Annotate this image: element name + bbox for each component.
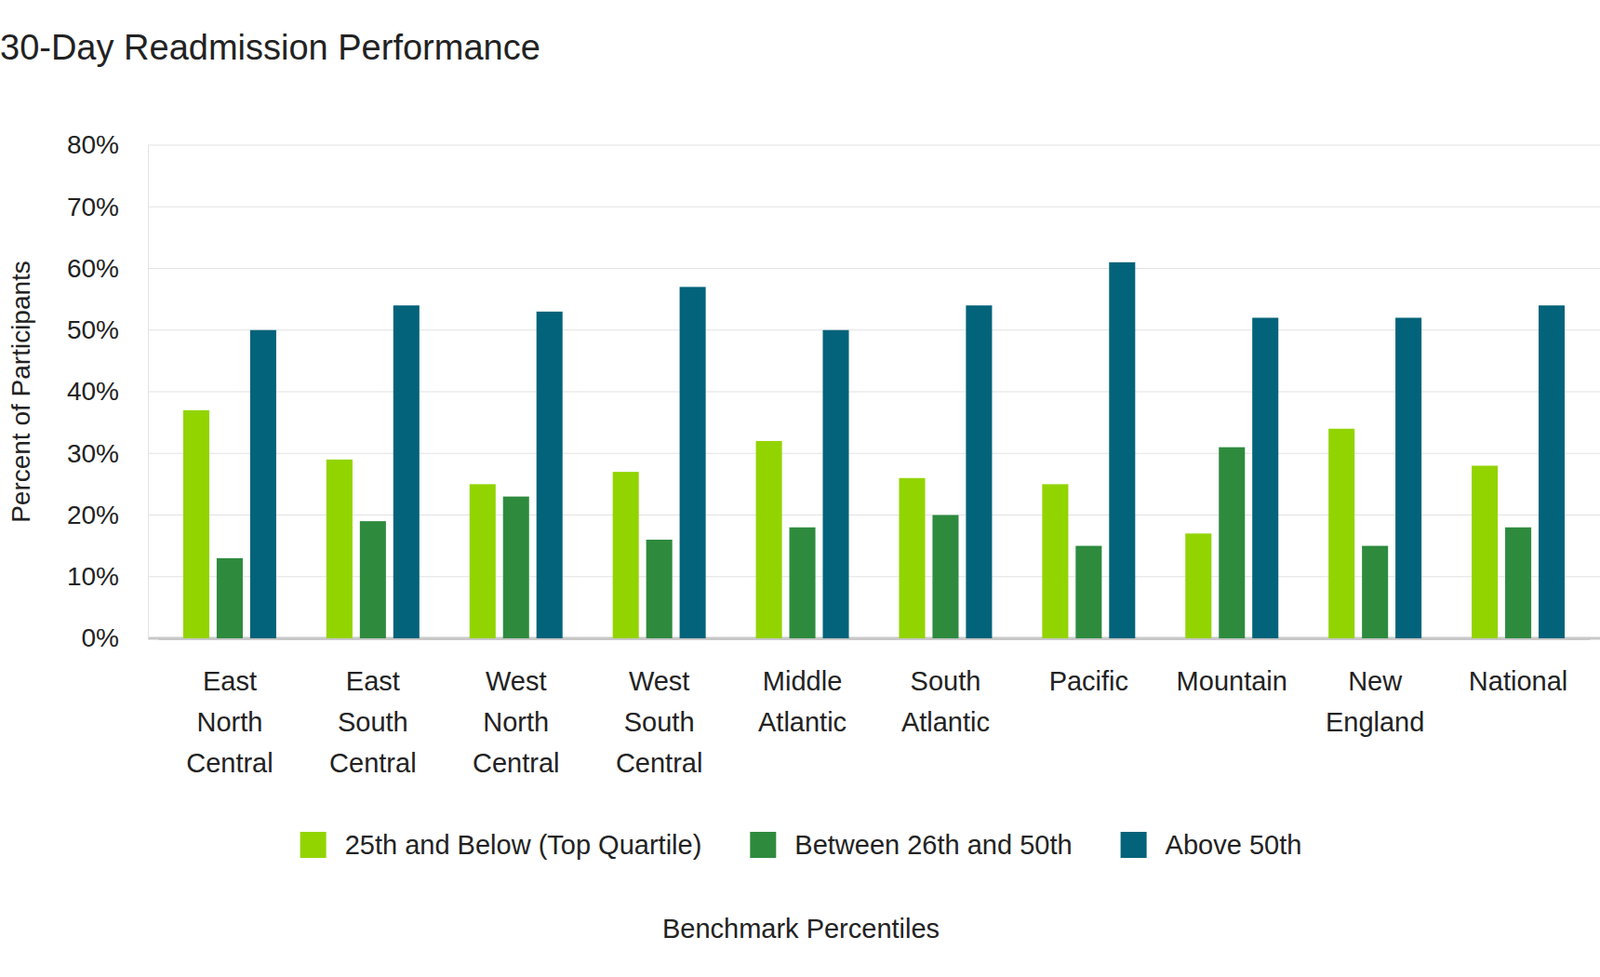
bars — [183, 262, 1565, 639]
bar — [393, 305, 420, 639]
bar — [1252, 318, 1279, 640]
bar — [789, 527, 816, 639]
y-tick: 40% — [66, 376, 148, 406]
x-tick: WestNorthCentral — [472, 638, 560, 778]
bar — [756, 440, 783, 639]
series — [250, 262, 1565, 639]
y-axis: 0% 10% 20% 30% 40% 50% 60% 70% 80% — [66, 130, 149, 653]
x-tick: Mountain — [1176, 638, 1288, 696]
grid — [147, 145, 1600, 639]
x-tick-label: WestSouthCentral — [615, 666, 704, 778]
bar — [250, 330, 277, 639]
x-tick-label: Mountain — [1176, 666, 1288, 696]
x-tick: EastSouthCentral — [329, 638, 417, 778]
x-tick-label: National — [1468, 666, 1568, 696]
bar — [680, 286, 707, 639]
y-tick-label: 80% — [66, 130, 120, 160]
chart: 30-Day Readmission Performance 0% 10% 20% 30… — [0, 0, 1600, 977]
y-tick: 80% — [66, 130, 148, 160]
bar — [536, 311, 563, 639]
y-tick: 60% — [66, 253, 148, 283]
x-tick: National — [1468, 638, 1568, 696]
bar — [1505, 527, 1532, 639]
grid-line — [147, 390, 1600, 392]
legend-label: 25th and Below (Top Quartile) — [345, 829, 703, 860]
x-tick-label: NewEngland — [1325, 666, 1425, 737]
bar — [216, 558, 243, 639]
y-tick-label: 20% — [66, 500, 120, 530]
y-tick-label: 0% — [81, 623, 120, 653]
bar — [932, 515, 959, 640]
x-tick-label: Pacific — [1049, 666, 1129, 696]
grid-line — [147, 453, 1600, 454]
y-tick-label: 10% — [66, 561, 120, 591]
bar — [965, 305, 992, 639]
y-tick: 70% — [66, 192, 148, 222]
y-tick: 10% — [66, 561, 148, 591]
legend-item: 25th and Below (Top Quartile) — [300, 829, 703, 860]
grid-line — [147, 329, 1600, 331]
bar — [822, 330, 849, 639]
y-axis-title: Percent of Participants — [6, 260, 36, 523]
y-tick: 0% — [81, 623, 148, 653]
legend-label: Above 50th — [1165, 829, 1303, 860]
y-tick: 20% — [66, 500, 148, 530]
grid-line — [147, 206, 1600, 208]
bar — [1538, 305, 1565, 639]
bar — [1075, 546, 1102, 639]
bar — [1328, 428, 1355, 639]
x-tick-label: SouthAtlantic — [901, 666, 990, 737]
y-tick-label: 30% — [66, 439, 120, 468]
x-tick: WestSouthCentral — [615, 638, 704, 778]
bar — [183, 410, 210, 639]
y-tick-label: 50% — [66, 315, 120, 345]
y-tick-label: 40% — [66, 376, 120, 406]
bar — [1108, 262, 1135, 639]
y-tick-label: 60% — [66, 253, 120, 283]
bar — [898, 478, 925, 639]
x-tick: MiddleAtlantic — [758, 638, 847, 737]
bar — [1041, 483, 1068, 639]
bar — [646, 539, 673, 639]
y-axis-line — [147, 146, 149, 640]
bar — [503, 496, 530, 639]
grid-line — [147, 267, 1600, 269]
x-tick-label: EastSouthCentral — [329, 666, 417, 778]
legend-item: Above 50th — [1120, 829, 1303, 860]
bar — [469, 483, 496, 639]
y-tick: 50% — [66, 315, 148, 345]
x-tick-label: EastNorthCentral — [186, 666, 274, 778]
x-tick-label: WestNorthCentral — [472, 666, 560, 778]
x-tick: Pacific — [1049, 638, 1129, 696]
x-axis-title: Benchmark Percentiles — [662, 913, 940, 944]
x-tick: SouthAtlantic — [901, 638, 990, 737]
legend-swatch — [749, 831, 776, 858]
grid-line — [147, 514, 1600, 516]
x-tick-label: MiddleAtlantic — [758, 666, 847, 737]
legend: 25th and Below (Top Quartile) Between 26t… — [300, 829, 1303, 860]
bar — [360, 520, 387, 639]
y-tick: 30% — [66, 439, 148, 468]
title: 30-Day Readmission Performance — [0, 27, 541, 67]
bar — [1218, 447, 1245, 639]
bar — [1185, 533, 1212, 639]
legend-item: Between 26th and 50th — [749, 829, 1072, 860]
bar — [326, 459, 353, 639]
x-axis: EastNorthCentral EastSouthCentral WestNort… — [159, 638, 1591, 778]
bar — [1471, 466, 1498, 640]
grid-line — [147, 144, 1600, 146]
bar — [1361, 546, 1388, 639]
bar — [613, 471, 640, 639]
legend-label: Between 26th and 50th — [794, 829, 1072, 860]
legend-swatch — [1120, 831, 1147, 858]
bar — [1395, 318, 1422, 640]
x-tick: EastNorthCentral — [186, 638, 274, 778]
y-tick-label: 70% — [66, 192, 120, 222]
x-tick: NewEngland — [1325, 638, 1425, 737]
legend-swatch — [300, 831, 327, 858]
